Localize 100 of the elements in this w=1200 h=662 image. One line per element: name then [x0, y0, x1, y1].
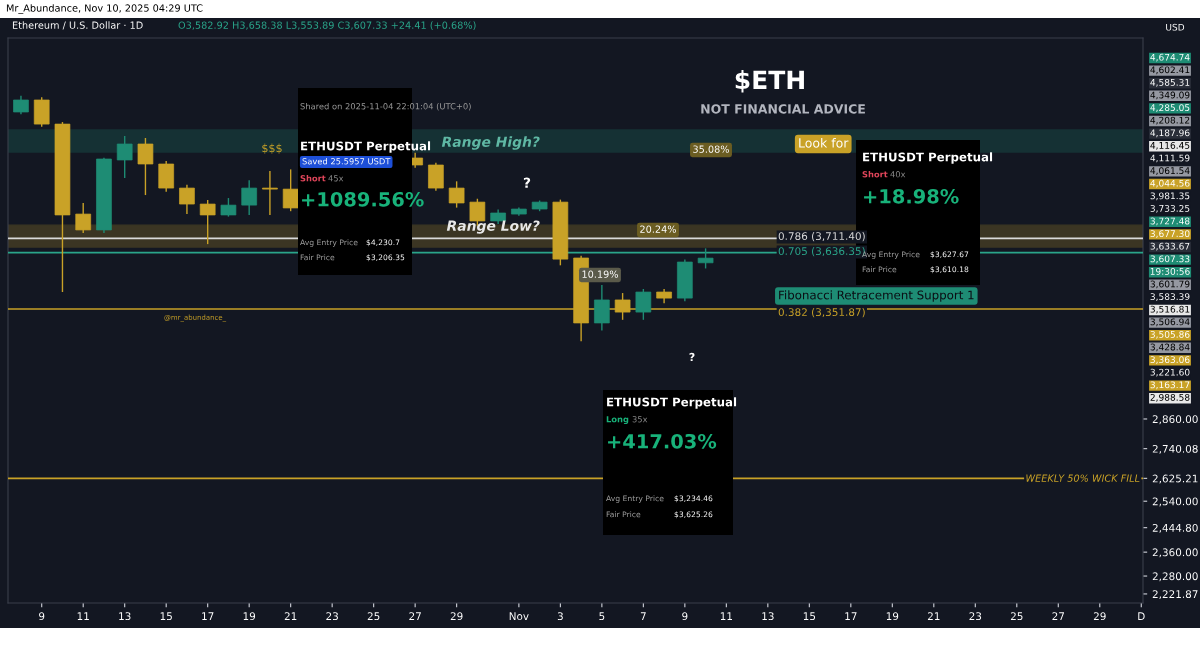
annotation: 10.19% [582, 270, 618, 278]
text: 3,727.48 [1150, 217, 1190, 226]
chart-subtitle: O3,582.92 H3,658.38 L3,553.89 C3,607.33 +24.41 (+0.68%) [178, 21, 476, 30]
annotation: ETHUSDT Perpetual [607, 397, 737, 409]
x-tick-label: 25 [1010, 612, 1023, 621]
text: 3,221.60 [1150, 368, 1190, 377]
x-tick-label: 9 [682, 612, 688, 621]
annotation: +417.03% [608, 433, 717, 449]
annotation: Saved 25.5957 USDT [302, 157, 391, 165]
y-tick-label: 2,860.00 [1152, 415, 1198, 425]
text: 2,988.58 [1150, 393, 1190, 402]
annotation: Look for [799, 137, 849, 148]
y-axis-title: USD [1166, 23, 1185, 31]
candlestick [428, 161, 444, 192]
text: 4,044.56 [1150, 179, 1190, 188]
text: 4,285.05 [1150, 104, 1190, 112]
annotation: 20.24% [640, 225, 676, 233]
annotation: Long [606, 416, 629, 425]
annotation: Short [862, 170, 888, 178]
text: 4,061.54 [1150, 167, 1190, 175]
text: 3,981.35 [1150, 192, 1190, 201]
x-tick-label: 21 [284, 612, 297, 620]
text: 3,428.84 [1150, 343, 1190, 352]
candlestick [137, 137, 154, 196]
candlestick [75, 202, 92, 234]
x-tick-label: 15 [803, 612, 816, 621]
text: Mr_Abundance, Nov 10, 2025 04:29 UTC [6, 4, 203, 14]
annotation: ETHUSDT Perpetual [863, 152, 993, 164]
annotation: ETHUSDT Perpetual [301, 141, 431, 153]
x-tick-label: 5 [599, 612, 605, 621]
x-tick-label: 13 [762, 612, 774, 621]
x-tick-label: 17 [845, 612, 857, 620]
annotation: 35x [632, 416, 648, 423]
candlestick [199, 199, 216, 245]
text: 3,505.86 [1150, 330, 1190, 339]
band-label: Range High? [441, 136, 540, 150]
annotation: 40x [890, 171, 906, 178]
text: 4,602.41 [1150, 66, 1190, 75]
x-tick-label: 11 [77, 612, 89, 620]
band-label: Range Low? [446, 220, 540, 234]
candlestick [262, 170, 278, 216]
x-tick-label: 11 [720, 612, 733, 620]
annotation: $ETH [735, 69, 804, 93]
text: 4,349.09 [1150, 91, 1190, 100]
x-tick-label: 23 [969, 612, 982, 621]
candlestick [594, 284, 610, 332]
annotation: +1089.56% [302, 191, 424, 207]
candlestick [697, 247, 714, 270]
y-tick-label: 2,221.87 [1152, 590, 1198, 600]
annotation: Fibonacci Retracement Support 1 [779, 290, 974, 302]
candlestick [448, 180, 465, 209]
text: 3,506.94 [1150, 318, 1190, 327]
text: 4,187.96 [1150, 129, 1190, 138]
text: 3,163.17 [1150, 381, 1190, 390]
x-tick-label: D [1138, 612, 1145, 620]
y-tick-label: 2,625.21 [1152, 474, 1198, 484]
text: 4,208.12 [1150, 116, 1190, 125]
text: 3,607.33 [1150, 255, 1190, 264]
x-tick-label: 27 [1052, 612, 1065, 620]
x-tick-label: 27 [409, 612, 421, 620]
text: 3,733.25 [1150, 204, 1190, 213]
x-tick-label: 23 [326, 612, 338, 621]
x-tick-label: 29 [1093, 612, 1106, 621]
y-tick-label: 2,540.00 [1152, 497, 1198, 507]
candlestick [13, 95, 29, 115]
ref-line-label: 0.786 (3,711.40) [778, 231, 865, 242]
candlestick [635, 288, 652, 321]
annotation: $$$ [262, 143, 282, 154]
x-tick-label: Nov [509, 612, 529, 621]
annotation: Shared on 2025-11-04 22:01:04 (UTC+0) [300, 102, 471, 111]
text: 3,677.30 [1150, 230, 1190, 238]
y-tick-label: 2,444.80 [1152, 523, 1198, 533]
annotation: ? [689, 352, 695, 362]
x-tick-label: 15 [160, 612, 172, 621]
y-tick-label: 2,360.00 [1152, 548, 1198, 558]
x-tick-label: 13 [119, 612, 131, 621]
text: 4,674.74 [1150, 53, 1190, 62]
candlestick [179, 184, 195, 215]
text: 4,111.59 [1150, 154, 1190, 163]
y-tick-label: 2,740.08 [1152, 444, 1198, 454]
candlestick [220, 197, 237, 218]
candlestick [282, 168, 299, 212]
text: 3,633.67 [1150, 242, 1190, 251]
ref-line-label: 0.382 (3,351.87) [778, 307, 865, 318]
annotation: NOT FINANCIAL ADVICE [701, 104, 865, 114]
x-tick-label: 7 [640, 612, 646, 620]
annotation: +18.98% [864, 188, 959, 204]
x-tick-label: 19 [886, 612, 899, 621]
text: 4,116.45 [1150, 141, 1190, 150]
annotation: Short [300, 174, 326, 182]
candlestick [116, 135, 133, 179]
x-tick-label: 17 [202, 612, 214, 620]
text: 3,583.39 [1150, 293, 1190, 301]
annotation: 45x [328, 175, 344, 182]
candlestick [241, 179, 257, 216]
annotation: ? [523, 177, 531, 188]
x-tick-label: 9 [39, 612, 45, 621]
text: 3,601.79 [1150, 280, 1190, 289]
y-tick-label: 2,280.00 [1152, 572, 1198, 582]
x-tick-label: 21 [927, 612, 940, 620]
